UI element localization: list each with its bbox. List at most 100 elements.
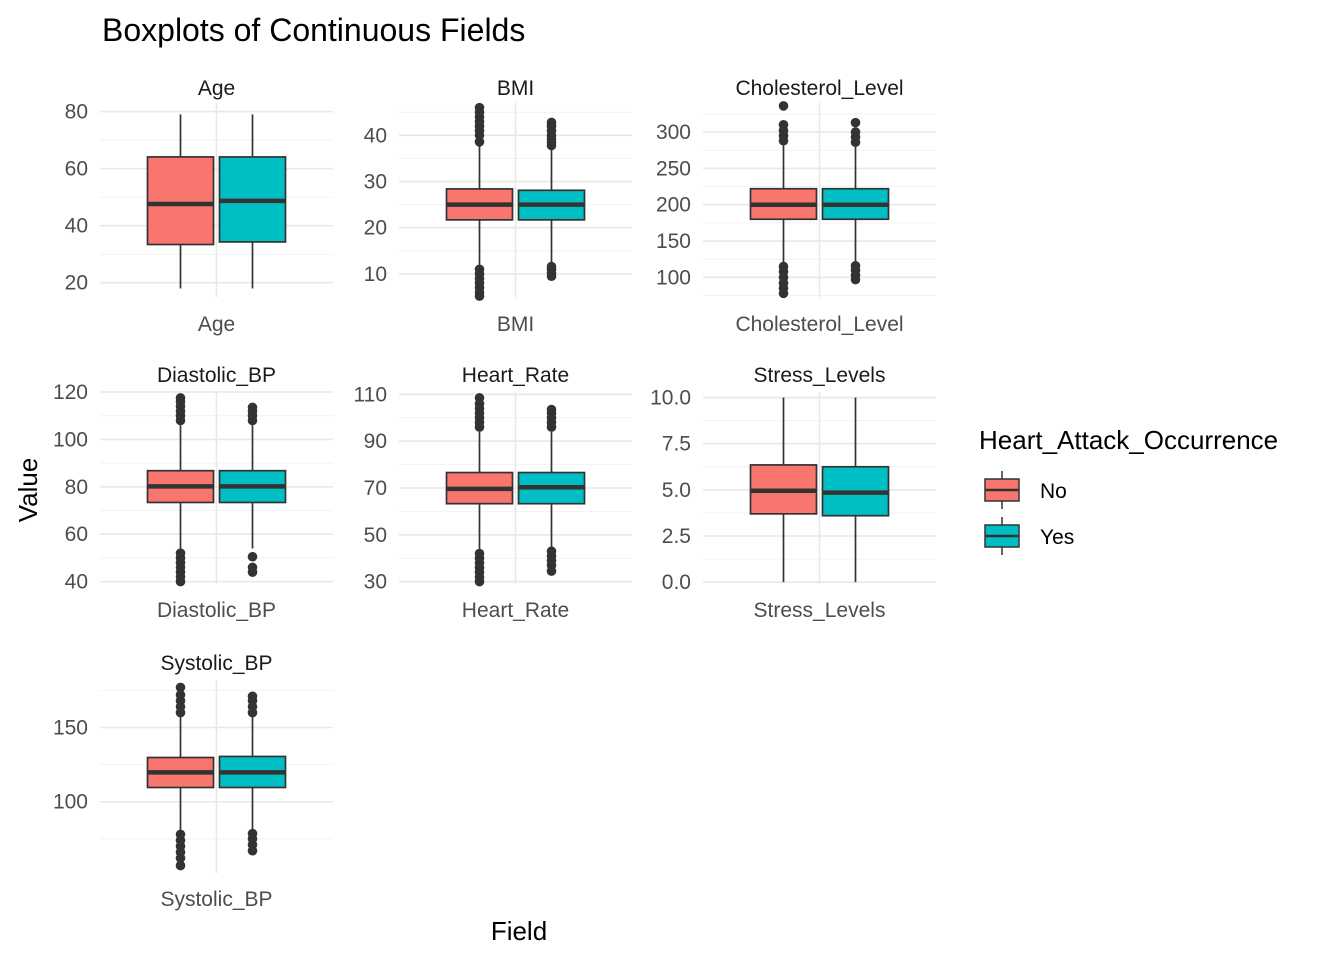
y-tick-label: 40 <box>65 571 88 594</box>
x-tick-label: Stress_Levels <box>754 599 886 622</box>
facet-diastolic-bp-panel: 40 60 80 100 120 Diastolic_BP Diastolic_BP <box>53 364 333 622</box>
facet-bmi-panel: 10 20 30 40 BMI BMI <box>364 77 632 336</box>
outlier-point <box>247 691 258 702</box>
outlier-point <box>175 393 186 403</box>
y-tick-label: 50 <box>364 524 387 547</box>
y-tick-label: 80 <box>65 476 88 499</box>
facet-heart-rate-panel: 30 50 70 90 110 Heart_Rate Heart_Rate <box>354 364 632 622</box>
outlier-point <box>247 828 258 839</box>
outlier-point <box>175 860 186 871</box>
iqr-box <box>146 156 215 246</box>
y-tick-label: 150 <box>53 717 88 740</box>
legend-items: No Yes <box>984 471 1074 555</box>
y-tick-label: 80 <box>65 101 88 124</box>
x-tick-label: BMI <box>497 313 534 336</box>
x-tick-label: Heart_Rate <box>462 599 569 622</box>
y-tick-label: 100 <box>53 791 88 814</box>
y-tick-label: 2.5 <box>662 525 691 548</box>
y-tick-label: 30 <box>364 171 387 194</box>
y-tick-label: 300 <box>656 121 691 144</box>
outlier-point <box>474 548 485 559</box>
outlier-point <box>247 562 258 573</box>
y-tick-label: 150 <box>656 230 691 253</box>
outlier-point <box>474 393 485 403</box>
y-tick-label: 110 <box>354 383 387 406</box>
facet-strip-label: Systolic_BP <box>160 652 272 675</box>
box-no <box>749 101 818 299</box>
outlier-point <box>474 102 485 113</box>
legend-title: Heart_Attack_Occurrence <box>979 425 1278 455</box>
legend-label: Yes <box>1040 526 1074 549</box>
y-tick-label: 120 <box>53 381 88 404</box>
box-yes <box>821 117 890 285</box>
y-tick-label: 40 <box>65 215 88 238</box>
outlier-point <box>546 404 557 415</box>
facet-panels: 20 40 60 80 Age Age 10 20 30 40 BMI BMI 100 150 200 250… <box>53 77 936 911</box>
outlier-point <box>175 548 186 558</box>
outlier-point <box>247 551 258 562</box>
x-tick-label: Diastolic_BP <box>157 599 276 622</box>
facet-cholesterol-level-panel: 100 150 200 250 300 Cholesterol_Level Choleste… <box>656 77 936 336</box>
box-no <box>445 102 514 301</box>
y-tick-label: 200 <box>656 194 691 217</box>
x-tick-label: Cholesterol_Level <box>735 313 903 336</box>
legend-label: No <box>1040 480 1067 503</box>
box-no <box>749 397 818 583</box>
legend-item-yes: Yes <box>984 517 1074 555</box>
outlier-point <box>175 690 186 700</box>
y-tick-label: 20 <box>65 272 88 295</box>
outlier-point <box>850 117 861 128</box>
chart-title: Boxplots of Continuous Fields <box>102 12 525 48</box>
box-yes <box>821 397 890 583</box>
outlier-point <box>850 127 861 137</box>
y-tick-label: 0.0 <box>662 571 691 594</box>
outlier-point <box>474 264 485 275</box>
x-axis-title: Field <box>491 916 547 946</box>
y-tick-label: 100 <box>53 428 88 451</box>
outlier-point <box>778 261 789 272</box>
y-tick-label: 20 <box>364 217 387 240</box>
box-yes <box>218 691 287 856</box>
y-tick-label: 5.0 <box>662 479 691 502</box>
outlier-point <box>175 829 186 840</box>
box-yes <box>218 114 287 289</box>
outlier-point <box>778 101 789 111</box>
y-tick-label: 60 <box>65 158 88 181</box>
box-no <box>146 682 215 871</box>
legend: Heart_Attack_Occurrence No Yes <box>979 425 1278 555</box>
facet-strip-label: Age <box>198 77 235 100</box>
y-tick-label: 70 <box>364 477 387 500</box>
facet-stress-levels-panel: 0.0 2.5 5.0 7.5 10.0 Stress_Levels Stress_Leve… <box>650 364 936 622</box>
legend-item-no: No <box>984 471 1067 509</box>
y-axis-title: Value <box>13 458 43 523</box>
facet-strip-label: Heart_Rate <box>462 364 569 387</box>
y-tick-label: 40 <box>364 124 387 147</box>
box-yes <box>218 402 287 577</box>
y-tick-label: 60 <box>65 523 88 546</box>
facet-strip-label: BMI <box>497 77 534 100</box>
x-tick-label: Systolic_BP <box>160 888 272 911</box>
box-yes <box>517 117 586 282</box>
facet-strip-label: Stress_Levels <box>754 364 886 387</box>
y-tick-label: 10.0 <box>650 387 691 410</box>
y-tick-label: 100 <box>656 266 691 289</box>
box-no <box>146 114 215 289</box>
box-no <box>146 393 215 587</box>
outlier-point <box>546 261 557 272</box>
outlier-point <box>850 260 861 271</box>
box-yes <box>517 404 586 576</box>
y-tick-label: 90 <box>364 430 387 453</box>
outlier-point <box>175 682 186 693</box>
outlier-point <box>546 546 557 557</box>
outlier-point <box>546 117 557 128</box>
y-tick-label: 10 <box>364 263 387 286</box>
facet-strip-label: Cholesterol_Level <box>735 77 903 100</box>
x-tick-label: Age <box>198 313 235 336</box>
box-no <box>445 393 514 587</box>
outlier-point <box>778 119 789 130</box>
facet-systolic-bp-panel: 100 150 Systolic_BP Systolic_BP <box>53 652 333 911</box>
y-tick-label: 30 <box>364 571 387 594</box>
y-tick-label: 250 <box>656 157 691 180</box>
outlier-point <box>247 402 258 413</box>
